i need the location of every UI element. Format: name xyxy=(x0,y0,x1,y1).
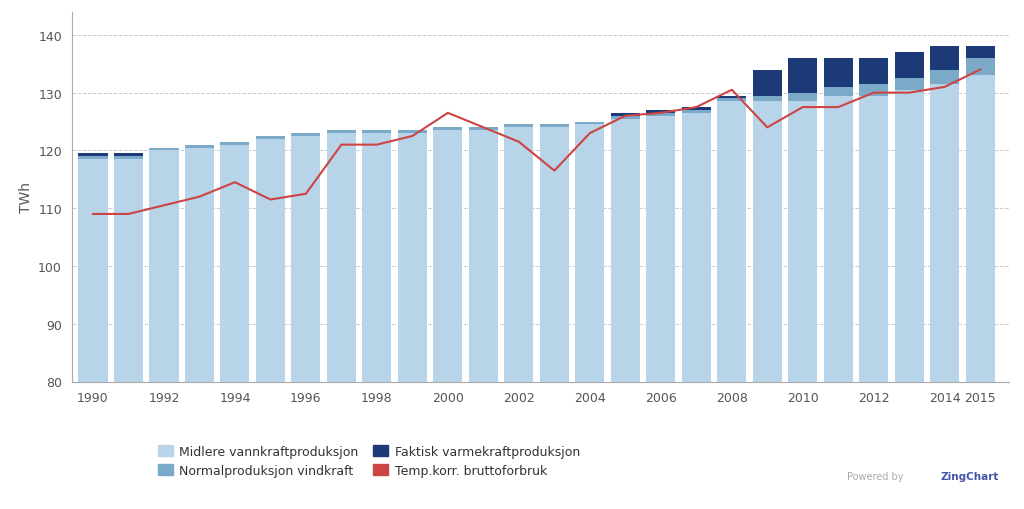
Bar xyxy=(610,117,640,120)
Bar xyxy=(610,114,640,117)
Bar xyxy=(823,59,853,88)
Bar xyxy=(220,146,250,382)
Bar xyxy=(150,148,178,151)
Bar xyxy=(362,131,391,134)
Bar xyxy=(185,148,214,382)
Bar xyxy=(717,96,746,99)
Bar xyxy=(220,143,250,146)
Bar xyxy=(575,125,604,382)
Bar xyxy=(717,102,746,382)
Bar xyxy=(327,134,356,382)
Bar xyxy=(859,59,889,85)
Bar xyxy=(966,76,994,382)
Bar xyxy=(79,157,108,160)
Text: Powered by: Powered by xyxy=(847,471,906,481)
Bar xyxy=(398,134,427,382)
Bar xyxy=(362,134,391,382)
Bar xyxy=(859,85,889,96)
Bar xyxy=(256,137,285,139)
Bar xyxy=(292,137,321,382)
Bar xyxy=(433,131,463,382)
Bar xyxy=(895,79,924,91)
Bar xyxy=(540,128,569,382)
Bar xyxy=(930,47,959,70)
Legend: Midlere vannkraftproduksjon, Normalproduksjon vindkraft, Faktisk varmekraftprodu: Midlere vannkraftproduksjon, Normalprodu… xyxy=(153,440,622,482)
Bar xyxy=(682,111,711,114)
Bar xyxy=(753,96,782,102)
Bar xyxy=(646,114,676,117)
Bar xyxy=(114,157,143,160)
Bar xyxy=(575,122,604,125)
Bar xyxy=(327,131,356,134)
Bar xyxy=(753,102,782,382)
Bar xyxy=(682,108,711,111)
Bar xyxy=(895,53,924,79)
Bar xyxy=(823,88,853,96)
Bar xyxy=(469,128,498,131)
Bar xyxy=(150,151,178,382)
Bar xyxy=(788,102,817,382)
Bar xyxy=(859,96,889,382)
Bar xyxy=(895,91,924,382)
Bar xyxy=(79,160,108,382)
Bar xyxy=(469,131,498,382)
Bar xyxy=(114,154,143,157)
Bar xyxy=(114,160,143,382)
Bar xyxy=(433,128,463,131)
Bar xyxy=(788,94,817,102)
Bar xyxy=(753,70,782,96)
Bar xyxy=(256,139,285,382)
Bar xyxy=(610,120,640,382)
Bar xyxy=(646,117,676,382)
Text: ZingChart: ZingChart xyxy=(940,471,998,481)
Bar xyxy=(398,131,427,134)
Bar xyxy=(504,125,534,128)
Bar xyxy=(966,47,994,59)
Y-axis label: TWh: TWh xyxy=(18,182,33,213)
Bar xyxy=(930,85,959,382)
Bar xyxy=(823,96,853,382)
Bar xyxy=(504,128,534,382)
Bar xyxy=(788,59,817,94)
Bar xyxy=(646,111,676,114)
Bar xyxy=(966,59,994,76)
Bar xyxy=(292,134,321,137)
Bar xyxy=(540,125,569,128)
Bar xyxy=(682,114,711,382)
Bar xyxy=(185,146,214,148)
Bar xyxy=(79,154,108,157)
Bar xyxy=(930,70,959,85)
Bar xyxy=(717,99,746,102)
